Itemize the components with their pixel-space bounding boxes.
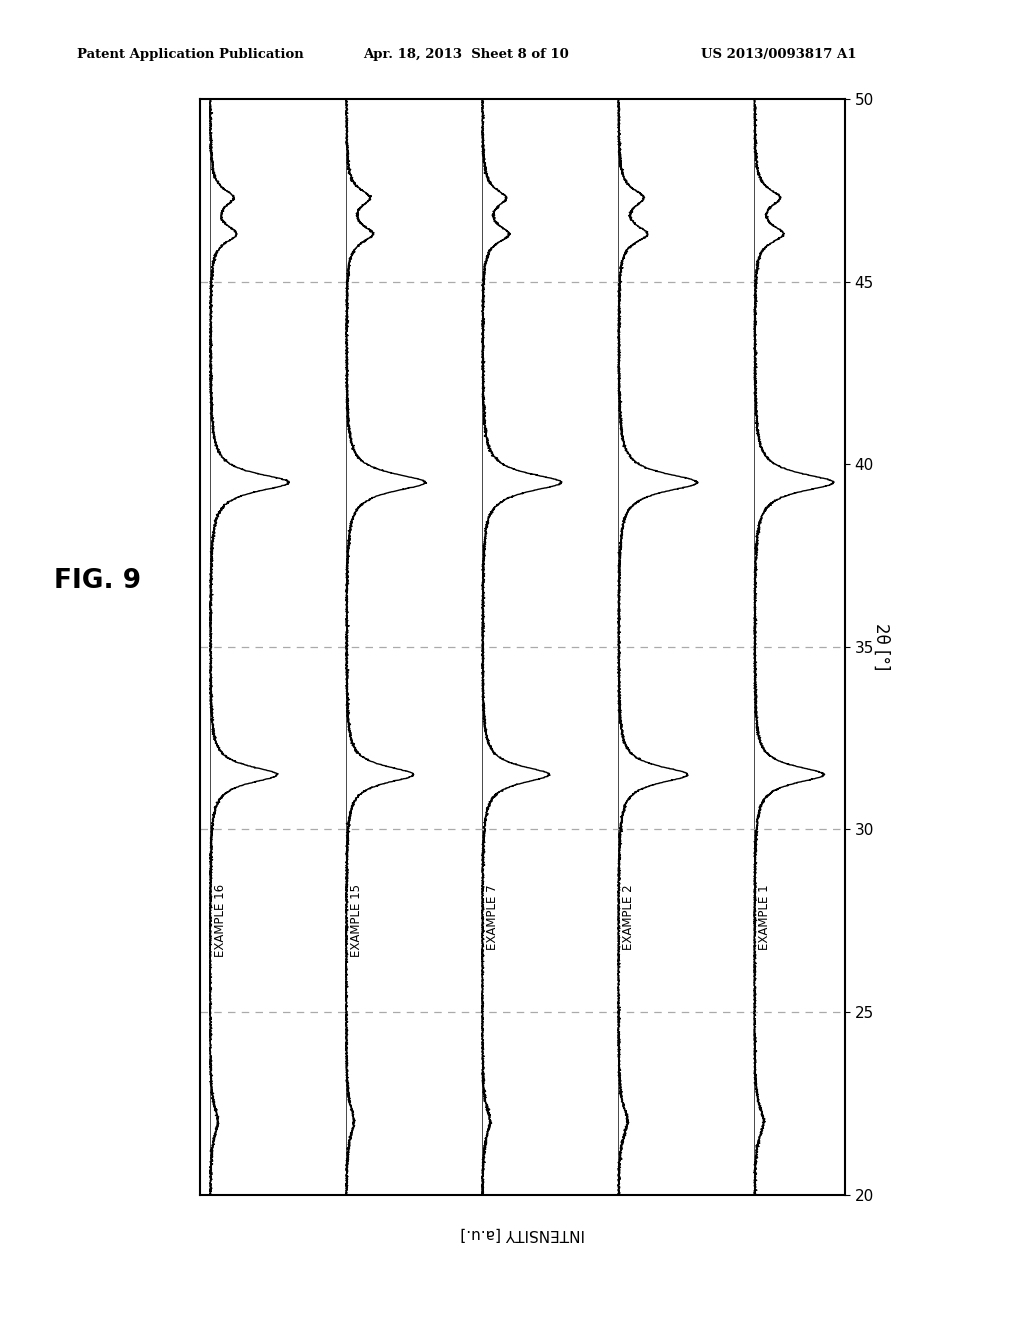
Y-axis label: 2θ [°]: 2θ [°] <box>872 623 891 671</box>
Text: Apr. 18, 2013  Sheet 8 of 10: Apr. 18, 2013 Sheet 8 of 10 <box>364 48 569 61</box>
Text: EXAMPLE 7: EXAMPLE 7 <box>486 884 499 950</box>
Text: EXAMPLE 16: EXAMPLE 16 <box>214 884 226 957</box>
Text: EXAMPLE 2: EXAMPLE 2 <box>622 884 635 950</box>
Text: EXAMPLE 1: EXAMPLE 1 <box>758 884 771 950</box>
Text: US 2013/0093817 A1: US 2013/0093817 A1 <box>701 48 857 61</box>
Text: EXAMPLE 15: EXAMPLE 15 <box>350 884 362 957</box>
Text: INTENSITY [a.u.]: INTENSITY [a.u.] <box>460 1226 585 1242</box>
Text: FIG. 9: FIG. 9 <box>53 568 141 594</box>
Text: Patent Application Publication: Patent Application Publication <box>77 48 303 61</box>
